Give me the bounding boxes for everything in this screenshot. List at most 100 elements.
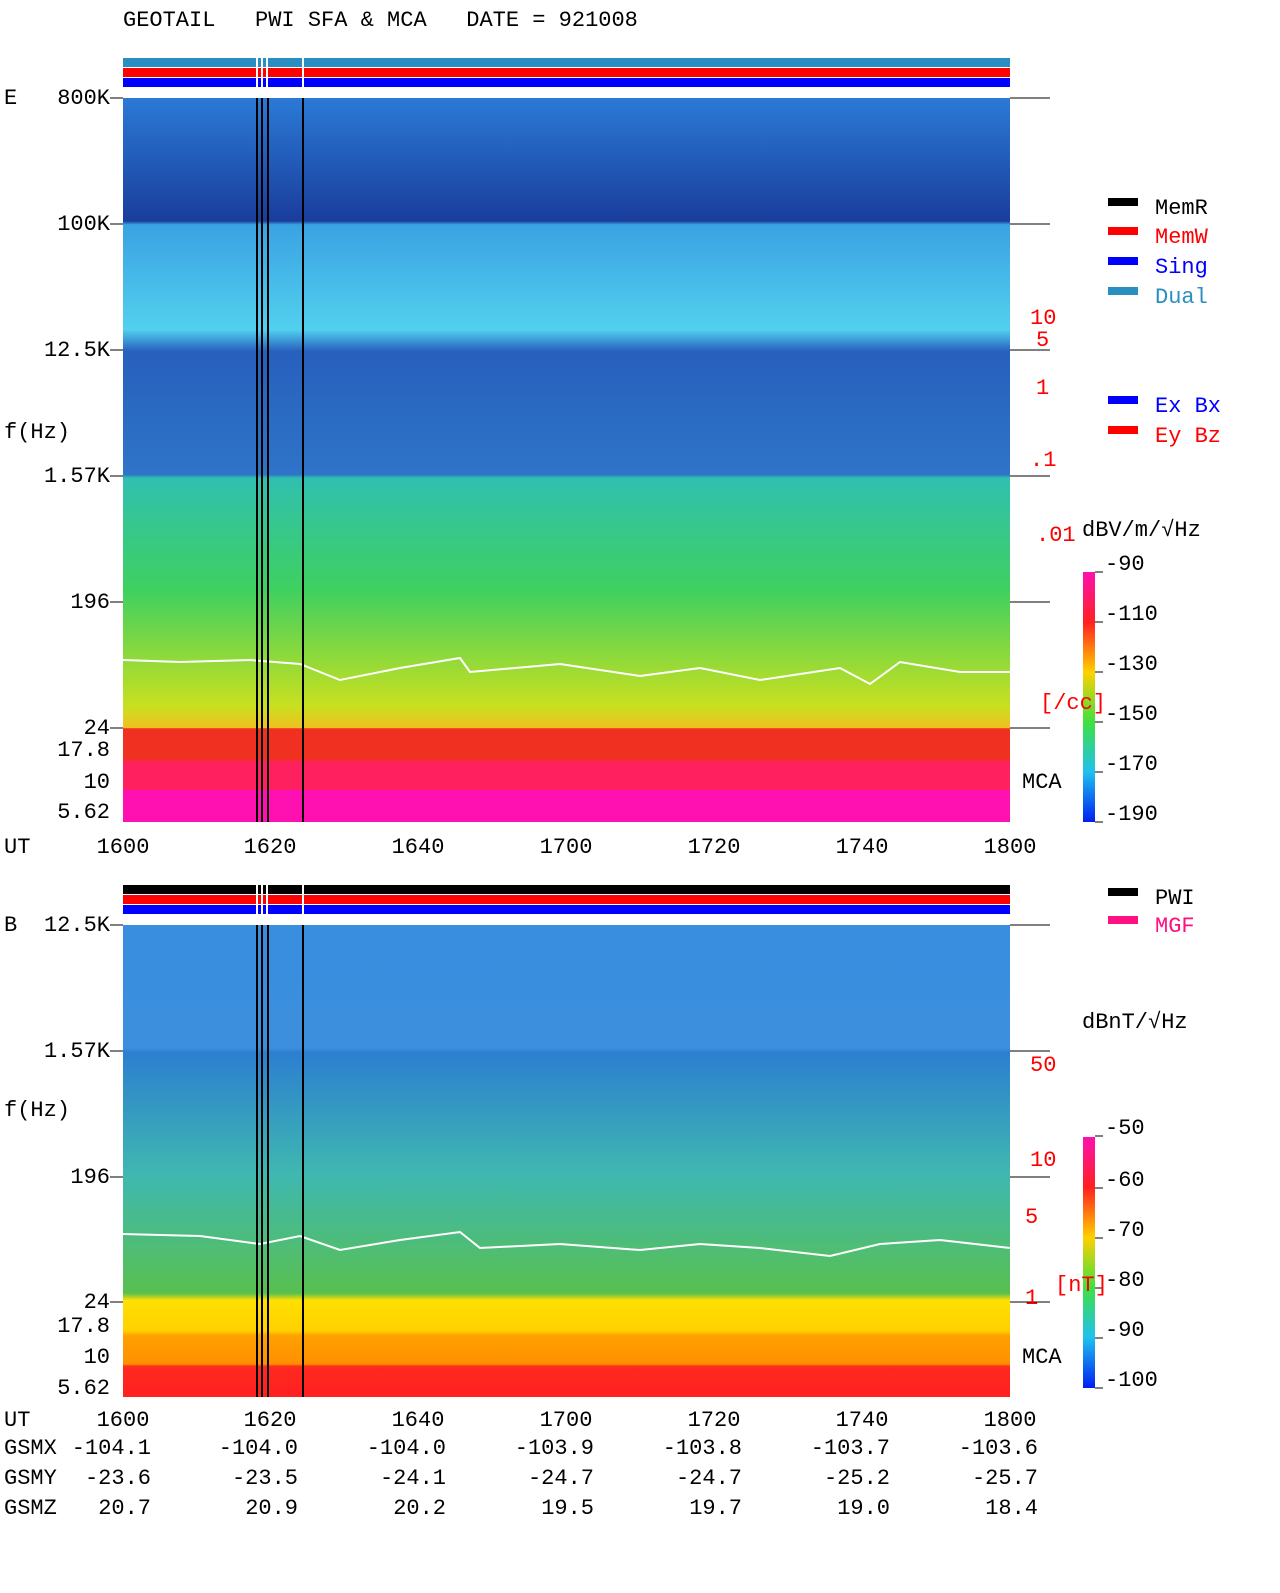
panel-label: E <box>4 86 17 111</box>
y-tick-label: 5.62 <box>57 1376 110 1401</box>
panel-label: B <box>4 913 17 938</box>
x-tick-label: 1620 <box>244 1408 297 1433</box>
y-tick-label: 12.5K <box>44 338 111 363</box>
y-tick-label: 196 <box>70 1165 110 1190</box>
orbit-value: 20.2 <box>393 1496 446 1521</box>
orbit-value: -24.7 <box>528 1466 594 1491</box>
y-tick-label: 1.57K <box>44 464 111 489</box>
y-tick-label: 10 <box>84 770 110 795</box>
side-tick-label: 10 <box>1030 306 1056 331</box>
colorbar-tick-label: -130 <box>1105 652 1158 677</box>
legend-label: MemW <box>1155 225 1209 250</box>
status-bar <box>123 905 1010 914</box>
y-tick-label: 17.8 <box>57 1314 110 1339</box>
y-tick-label: 800K <box>57 86 111 111</box>
side-tick-label: 50 <box>1030 1053 1056 1078</box>
orbit-value: -103.8 <box>663 1436 742 1461</box>
orbit-value: 18.4 <box>985 1496 1038 1521</box>
side-tick-label: 5 <box>1036 328 1049 353</box>
y-tick-label: 5.62 <box>57 800 110 825</box>
mca-label: MCA <box>1022 1345 1062 1370</box>
y-tick-label: 1.57K <box>44 1039 111 1064</box>
x-tick-label: 1720 <box>688 835 741 860</box>
colorbar-tick-label: -150 <box>1105 702 1158 727</box>
legend-swatch <box>1108 888 1138 896</box>
axis-label: f(Hz) <box>4 420 70 445</box>
y-tick-label: 10 <box>84 1345 110 1370</box>
colorbar-tick-label: -50 <box>1105 1116 1145 1141</box>
field-line <box>122 1230 1011 1258</box>
x-tick-label: 1720 <box>688 1408 741 1433</box>
orbit-label: GSMZ <box>4 1496 57 1521</box>
legend-swatch <box>1108 257 1138 265</box>
orbit-value: -103.9 <box>515 1436 594 1461</box>
legend-swatch <box>1108 916 1138 924</box>
x-tick-label: 1740 <box>836 1408 889 1433</box>
side-unit: [nT] <box>1055 1273 1108 1298</box>
colorbar-tick-label: -190 <box>1105 802 1158 827</box>
orbit-value: -25.7 <box>972 1466 1038 1491</box>
side-tick-label: 5 <box>1025 1205 1038 1230</box>
status-bar <box>123 68 1010 77</box>
legend-swatch <box>1108 396 1138 404</box>
legend-label: Ex Bx <box>1155 394 1221 419</box>
x-tick-label: 1800 <box>984 1408 1037 1433</box>
side-unit: [/cc] <box>1040 691 1106 716</box>
x-axis-label: UT <box>4 835 30 860</box>
colorbar-tick-label: -60 <box>1105 1168 1145 1193</box>
status-bar <box>123 78 1010 87</box>
y-tick-label: 24 <box>84 716 110 741</box>
side-tick-label: 1 <box>1036 376 1049 401</box>
colorbar <box>1083 572 1095 822</box>
legend-label: Sing <box>1155 255 1208 280</box>
orbit-value: 19.5 <box>541 1496 594 1521</box>
status-bar <box>123 895 1010 904</box>
colorbar <box>1083 1137 1095 1388</box>
orbit-value: 20.7 <box>98 1496 151 1521</box>
legend-label: Ey Bz <box>1155 424 1221 449</box>
legend-swatch <box>1108 227 1138 235</box>
status-bar <box>123 58 1010 67</box>
colorbar-unit: dBnT/√Hz <box>1082 1010 1188 1035</box>
orbit-value: -24.7 <box>676 1466 742 1491</box>
spectrogram <box>123 925 1010 1397</box>
orbit-value: 19.0 <box>837 1496 890 1521</box>
x-tick-label: 1700 <box>540 1408 593 1433</box>
legend-label: Dual <box>1155 285 1208 310</box>
orbit-label: GSMY <box>4 1466 57 1491</box>
x-tick-label: 1800 <box>984 835 1037 860</box>
legend-swatch <box>1108 287 1138 295</box>
density-line <box>122 656 1010 686</box>
orbit-value: -103.7 <box>811 1436 890 1461</box>
orbit-value: -23.5 <box>232 1466 298 1491</box>
x-axis-label: UT <box>4 1408 30 1433</box>
colorbar-tick-label: -80 <box>1105 1268 1145 1293</box>
x-tick-label: 1600 <box>97 1408 150 1433</box>
legend-label: MemR <box>1155 196 1208 221</box>
colorbar-tick-label: -90 <box>1105 1318 1145 1343</box>
header: GEOTAIL PWI SFA & MCA DATE = 921008 <box>123 8 638 33</box>
side-tick-label: .1 <box>1030 448 1056 473</box>
orbit-value: -23.6 <box>85 1466 151 1491</box>
orbit-value: -103.6 <box>959 1436 1038 1461</box>
colorbar-tick-label: -100 <box>1105 1368 1158 1393</box>
x-tick-label: 1640 <box>392 835 445 860</box>
axis-label: f(Hz) <box>4 1098 70 1123</box>
mca-label: MCA <box>1022 770 1062 795</box>
y-tick-label: 196 <box>70 590 110 615</box>
data-gaps <box>256 98 304 1397</box>
colorbar-tick-label: -70 <box>1105 1218 1145 1243</box>
colorbar-unit: dBV/m/√Hz <box>1082 518 1201 543</box>
orbit-value: -24.1 <box>380 1466 446 1491</box>
side-tick-label: 1 <box>1025 1286 1038 1311</box>
x-tick-label: 1600 <box>97 835 150 860</box>
orbit-value: -25.2 <box>824 1466 890 1491</box>
x-tick-label: 1620 <box>244 835 297 860</box>
legend-label: MGF <box>1155 914 1195 939</box>
x-tick-label: 1640 <box>392 1408 445 1433</box>
y-tick-label: 12.5K <box>44 913 111 938</box>
legend-swatch <box>1108 198 1138 206</box>
side-tick-label: .01 <box>1036 523 1076 548</box>
orbit-value: 20.9 <box>245 1496 298 1521</box>
